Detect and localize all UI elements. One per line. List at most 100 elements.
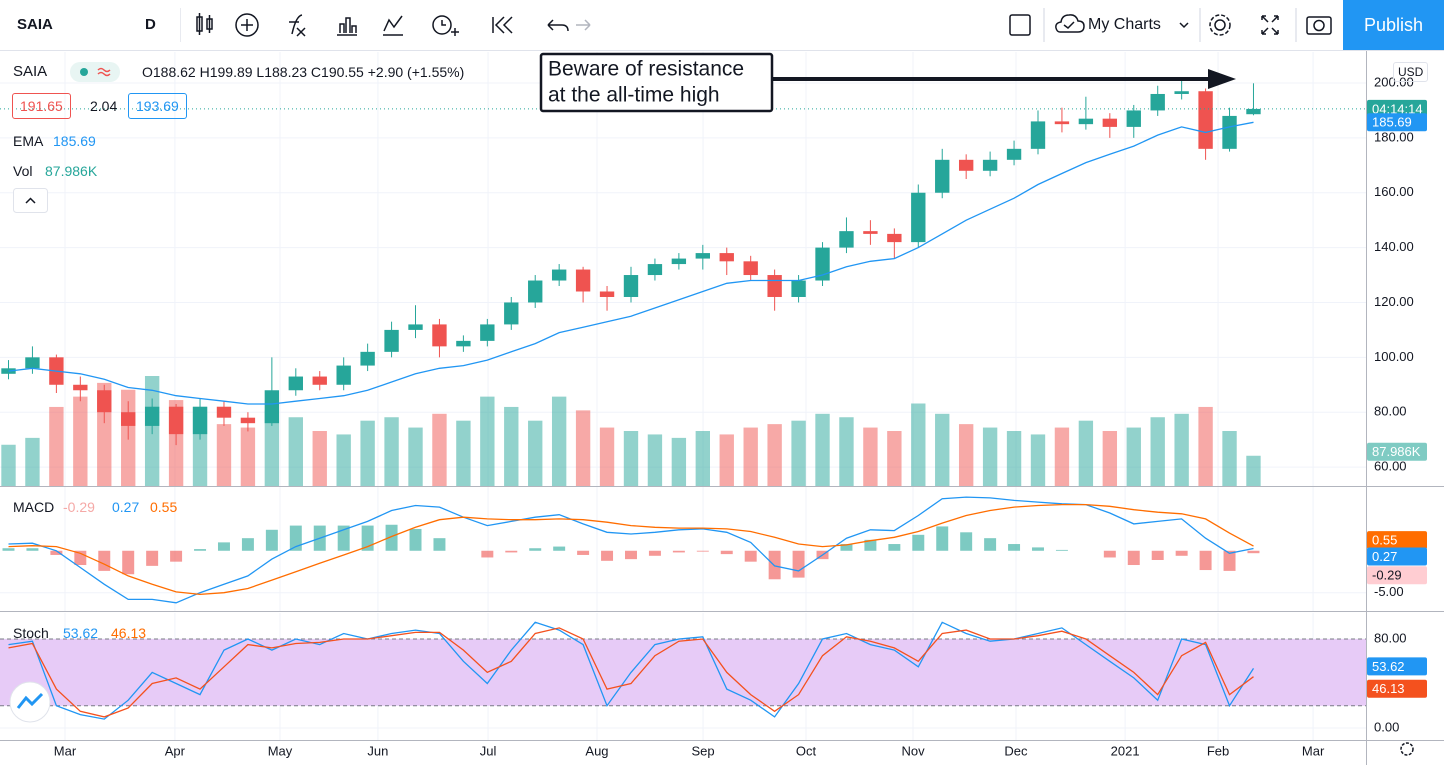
x-tick-label: Mar	[1302, 743, 1325, 758]
volume-bar	[336, 434, 351, 486]
volume-bar	[528, 420, 543, 486]
macd-histogram-bar	[1127, 550, 1140, 566]
annotation-box	[539, 52, 774, 113]
macd-histogram-bar	[720, 550, 733, 555]
volume-bar	[73, 396, 88, 486]
y-tick-label: 140.00	[1374, 239, 1414, 254]
candle-body	[408, 324, 423, 330]
volume-bar	[839, 417, 854, 486]
stoch-d-line	[8, 627, 1254, 718]
publish-button[interactable]: Publish	[1343, 0, 1444, 50]
candle-body	[144, 406, 160, 426]
my-charts[interactable]: My Charts	[1088, 16, 1161, 33]
macd-histogram-bar	[648, 550, 661, 556]
candle-body	[121, 412, 136, 426]
volume-bar	[432, 413, 447, 486]
annotation-arrowhead	[1208, 69, 1236, 89]
volume-bar	[216, 424, 232, 486]
interval[interactable]: D	[145, 16, 156, 33]
x-tick-label: Feb	[1207, 743, 1229, 758]
vol-value: 87.986K	[45, 163, 98, 179]
hist-tag: -0.29	[1372, 568, 1402, 583]
bid[interactable]: 191.65	[12, 93, 71, 119]
ema-label: EMA	[13, 133, 44, 149]
candle-body	[456, 340, 471, 347]
x-tick-label: Sep	[691, 743, 714, 758]
candle-body	[384, 329, 399, 352]
y-tick-label: 120.00	[1374, 294, 1414, 309]
candle-body	[504, 302, 519, 325]
volume-bar	[695, 431, 710, 486]
macd-histogram-bar	[1008, 544, 1021, 551]
spread: 2.04	[90, 98, 118, 114]
macd-tag: 0.27	[1372, 549, 1397, 564]
candle-body	[1126, 110, 1141, 127]
d-tag: 46.13	[1372, 681, 1405, 696]
stoch-k-value: 53.62	[63, 625, 99, 641]
macd-histogram-bar	[1103, 550, 1116, 558]
candle-body	[1006, 148, 1022, 160]
candle-body	[791, 280, 806, 297]
candle-body	[911, 192, 926, 243]
macd-histogram-bar	[385, 524, 398, 551]
volume-bar	[1054, 427, 1070, 486]
volume-bar	[671, 437, 687, 486]
candle-body	[312, 376, 327, 385]
macd-hist-value: -0.29	[63, 499, 95, 515]
candle-body	[1222, 115, 1237, 149]
macd-histogram-bar	[98, 550, 111, 571]
y-tick-label: 80.00	[1374, 404, 1407, 419]
x-tick-label: Apr	[165, 743, 186, 758]
volume-bar	[911, 403, 926, 486]
volume-bar	[49, 406, 64, 486]
tool-icons[interactable]	[180, 0, 620, 50]
volume-bar	[360, 420, 375, 486]
macd-histogram-bar	[409, 528, 422, 551]
signal-tag-bg	[1367, 531, 1427, 550]
volume-bar	[575, 410, 591, 486]
macd-histogram-bar	[1199, 550, 1212, 571]
macd-histogram-bar	[553, 546, 566, 551]
right-icons[interactable]	[1000, 0, 1340, 50]
y-tick-label: 60.00	[1374, 459, 1407, 474]
candle-body	[815, 247, 830, 281]
macd-histogram-bar	[50, 550, 63, 555]
volume-bar	[1222, 431, 1237, 486]
volume-bar	[1102, 431, 1118, 486]
macd-histogram-bar	[2, 548, 15, 551]
volume-bar	[743, 427, 758, 486]
vol-label: Vol	[13, 163, 33, 179]
volume-bar	[1030, 434, 1046, 486]
candle-body	[1198, 91, 1213, 149]
macd-histogram-bar	[241, 538, 254, 551]
currency[interactable]: USD	[1393, 62, 1429, 82]
x-tick-label: May	[268, 743, 293, 758]
macd-histogram-bar	[792, 550, 805, 578]
volume-bar	[25, 437, 40, 486]
visibility-pill[interactable]	[70, 61, 122, 83]
macd-histogram-bar	[601, 550, 614, 561]
volume-bar	[1198, 406, 1213, 486]
settings-icon	[1400, 742, 1414, 756]
candle-body	[671, 258, 687, 265]
symbol[interactable]: SAIA	[17, 16, 53, 33]
ema-value: 185.69	[53, 133, 96, 149]
y-tick-label: 0.00	[1374, 719, 1399, 734]
macd-value: 0.27	[112, 499, 140, 515]
candle-body	[935, 159, 950, 193]
macd-line	[8, 496, 1254, 604]
macd-histogram-bar	[696, 550, 709, 552]
ask[interactable]: 193.69	[128, 93, 187, 119]
candle-body	[1246, 108, 1261, 115]
macd-histogram-bar	[840, 544, 853, 551]
k-tag: 53.62	[1372, 659, 1405, 674]
collapse-button[interactable]	[13, 188, 49, 214]
volume-bar	[982, 427, 998, 486]
k-tag-bg	[1367, 657, 1427, 676]
x-tick-label: Dec	[1004, 743, 1028, 758]
stoch-d-value: 46.13	[111, 625, 147, 641]
toolbar: SAIA D My Charts Publish	[0, 0, 1444, 51]
candle-body	[982, 159, 998, 171]
y-tick-label: 180.00	[1374, 129, 1414, 144]
